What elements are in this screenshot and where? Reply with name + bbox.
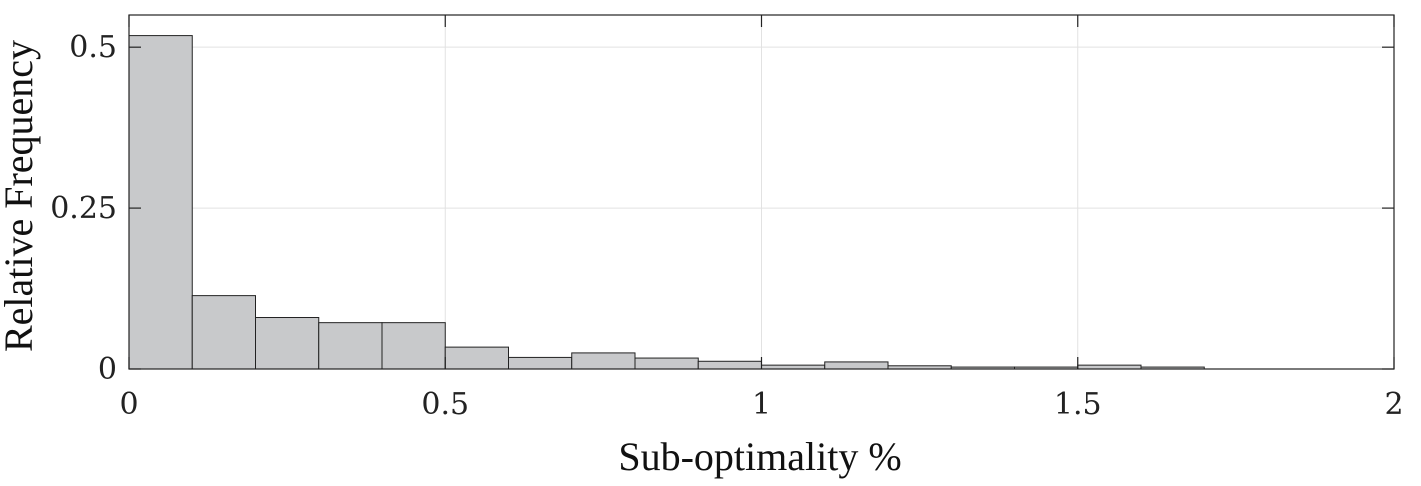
histogram-bar — [824, 361, 889, 370]
grid-lines — [129, 15, 1394, 369]
y-tick-labels: 0 0.25 0.5 — [50, 30, 117, 387]
x-tick-label: 1.5 — [1054, 387, 1102, 422]
histogram-bar — [128, 35, 193, 370]
x-tick-label: 0 — [119, 387, 138, 422]
y-axis-title: Relative Frequency — [0, 40, 41, 352]
y-tick-label: 0.25 — [50, 191, 117, 226]
x-tick-label: 0.5 — [421, 387, 469, 422]
x-tick-label: 2 — [1384, 387, 1403, 422]
x-tick-labels: 0 0.5 1 1.5 2 — [119, 387, 1403, 422]
histogram-bars — [128, 35, 1205, 370]
x-tick-label: 1 — [752, 387, 771, 422]
y-tick-label: 0 — [98, 352, 117, 387]
histogram-bar — [508, 356, 573, 370]
histogram-bar — [697, 360, 762, 370]
y-tick-label: 0.5 — [69, 30, 117, 65]
histogram-bar — [571, 352, 636, 370]
histogram-bar — [634, 357, 699, 370]
histogram-bar — [255, 317, 320, 370]
x-axis-title: Sub-optimality % — [618, 434, 901, 479]
histogram-bar — [381, 322, 446, 370]
histogram-bar — [444, 346, 509, 370]
histogram-bar — [191, 295, 256, 370]
histogram-bar — [318, 322, 383, 370]
axis-ticks — [128, 15, 1395, 370]
